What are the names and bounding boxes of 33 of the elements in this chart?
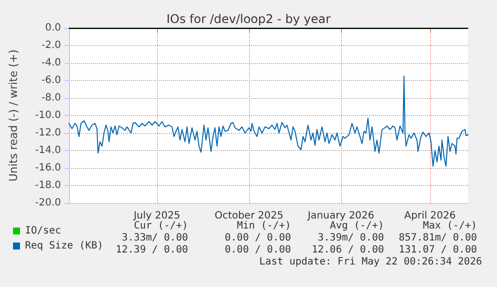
y-tick-label: -14.0 xyxy=(35,145,61,156)
y-tick-label: -4.0 xyxy=(41,58,61,68)
y-tick-label: -12.0 xyxy=(35,128,61,138)
text: 3.39m/ 0.00 xyxy=(318,232,384,244)
text: 12.39 / 0.00 xyxy=(116,244,188,256)
legend-label: Req Size (KB) xyxy=(25,240,104,252)
y-tick-label: -8.0 xyxy=(41,92,61,104)
y-tick-label: 0.0 xyxy=(45,22,61,34)
text: 3.33m/ 0.00 xyxy=(122,232,188,244)
text: Max (-/+) xyxy=(422,220,477,232)
x-tick-label: April 2026 xyxy=(404,210,456,222)
y-axis-title: Units read (-) / write (+) xyxy=(7,49,20,182)
y-tick-label: -20.0 xyxy=(35,198,61,208)
y-tick-label: -18.0 xyxy=(35,180,61,191)
text: 857.81m/ 0.00 xyxy=(398,232,477,244)
y-tick-label: -6.0 xyxy=(41,75,61,86)
text: 0.00 / 0.00 xyxy=(224,244,291,256)
legend-label: IO/sec xyxy=(25,226,62,236)
y-tick-label: -16.0 xyxy=(35,162,61,174)
text: Avg (-/+) xyxy=(330,220,384,232)
x-tick-label: July 2025 xyxy=(132,210,180,222)
text: 0.00 / 0.00 xyxy=(224,232,291,244)
y-tick-label: -10.0 xyxy=(35,110,61,121)
chart-title: IOs for /dev/loop2 - by year xyxy=(166,12,331,26)
y-tick-label: -2.0 xyxy=(41,40,61,51)
text: Last update: Fri May 22 00:26:34 2026 xyxy=(259,256,482,268)
text: 131.07 / 0.00 xyxy=(398,244,477,256)
text: Cur (-/+) xyxy=(134,220,188,232)
line-series xyxy=(68,76,468,167)
x-tick-label: January 2026 xyxy=(306,210,374,222)
text: Min (-/+) xyxy=(236,220,291,232)
text: 12.06 / 0.00 xyxy=(312,244,384,256)
x-tick-label: October 2025 xyxy=(214,210,284,222)
